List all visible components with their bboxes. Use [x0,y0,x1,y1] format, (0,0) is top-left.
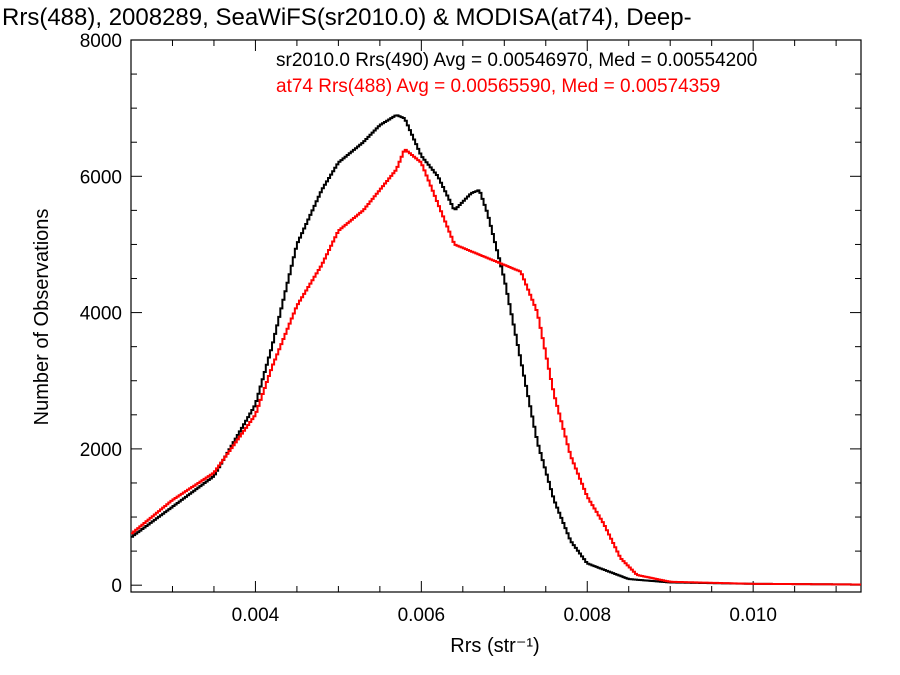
x-tick-label: 0.010 [729,605,777,626]
series-line-0 [131,114,861,586]
x-tick-label: 0.004 [232,605,280,626]
plot-border [130,39,862,593]
y-tick-label: 0 [111,576,122,597]
y-tick-label: 6000 [80,167,122,188]
axis-ticks: 0.004 0.006 0.008 0.010 0 2000 4000 6000 8000 [80,31,861,626]
legend: sr2010.0 Rrs(490) Avg = 0.00546970, Med … [276,50,757,97]
plot-frame [130,39,862,593]
y-tick-label: 4000 [80,304,122,325]
series-line-1 [131,148,861,586]
x-axis-label: Rrs (str⁻¹) [450,635,539,657]
x-tick-label: 0.008 [563,605,611,626]
y-tick-label: 2000 [80,440,122,461]
series-layer [131,114,861,586]
y-tick-label: 8000 [80,31,122,52]
chart-title: Rrs(488), 2008289, SeaWiFS(sr2010.0) & M… [2,4,692,31]
legend-entry-1: at74 Rrs(488) Avg = 0.00565590, Med = 0.… [276,76,720,97]
legend-entry-0: sr2010.0 Rrs(490) Avg = 0.00546970, Med … [276,50,757,71]
y-axis-label: Number of Observations [31,209,53,426]
x-tick-label: 0.006 [398,605,446,626]
